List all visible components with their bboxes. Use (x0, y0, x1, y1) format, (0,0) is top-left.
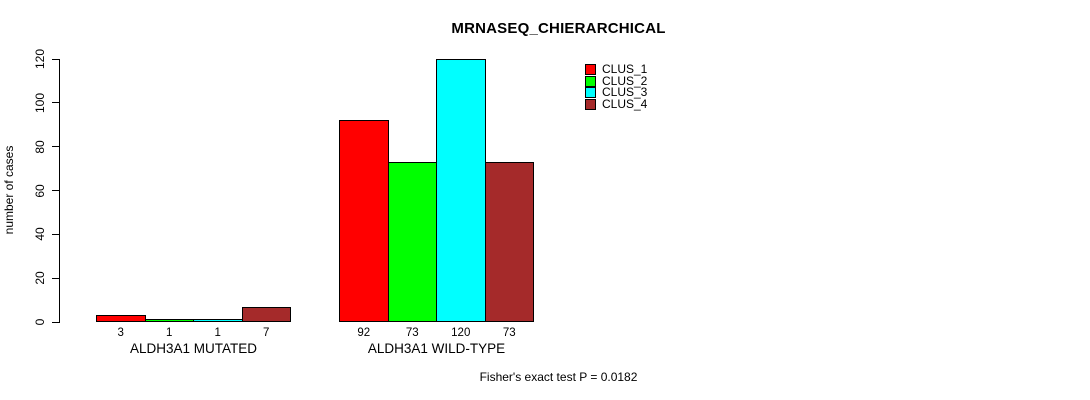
bar-value-label-clus-3-aldh3a1-mutated: 1 (214, 327, 221, 339)
y-tick-label-80: 80 (33, 139, 47, 154)
bar-value-label-clus-4-aldh3a1-wild-type: 73 (502, 327, 516, 339)
bar-clus-2-aldh3a1-mutated (144, 318, 194, 322)
legend-item-clus-3: CLUS_3 (585, 85, 648, 100)
chart-title: MRNASEQ_CHIERARCHICAL (451, 20, 666, 37)
bar-clus-2-aldh3a1-wild-type (387, 162, 437, 322)
bar-clus-1-aldh3a1-wild-type (339, 120, 389, 322)
bar-clus-3-aldh3a1-mutated (193, 318, 243, 322)
y-axis-line (59, 59, 60, 323)
y-tick-80 (52, 146, 59, 148)
y-tick-label-40: 40 (33, 227, 47, 242)
bar-value-label-clus-1-aldh3a1-mutated: 3 (117, 327, 124, 339)
bar-value-label-clus-4-aldh3a1-mutated: 7 (263, 327, 270, 339)
legend-swatch-clus-1 (585, 64, 596, 76)
y-tick-label-60: 60 (33, 183, 47, 198)
bar-value-label-clus-1-aldh3a1-wild-type: 92 (357, 327, 371, 339)
y-tick-20 (52, 277, 59, 279)
bar-clus-1-aldh3a1-mutated (96, 315, 146, 322)
y-tick-0 (52, 321, 59, 323)
legend-label-clus-2: CLUS_2 (602, 73, 648, 88)
y-tick-label-120: 120 (33, 48, 47, 70)
bar-value-label-clus-3-aldh3a1-wild-type: 120 (451, 327, 471, 339)
fisher-test-annotation: Fisher's exact test P = 0.0182 (479, 370, 638, 384)
legend-item-clus-4: CLUS_4 (585, 96, 648, 111)
y-tick-120 (52, 58, 59, 60)
legend-swatch-clus-2 (585, 75, 596, 87)
legend-label-clus-1: CLUS_1 (602, 62, 648, 76)
y-tick-label-100: 100 (33, 92, 47, 113)
y-tick-label-0: 0 (33, 318, 47, 326)
bar-value-label-clus-2-aldh3a1-mutated: 1 (166, 327, 173, 339)
y-tick-40 (52, 233, 59, 235)
bar-value-label-clus-2-aldh3a1-wild-type: 73 (405, 327, 419, 339)
bar-clus-4-aldh3a1-wild-type (484, 162, 534, 322)
y-tick-label-20: 20 (33, 271, 47, 285)
category-label-aldh3a1-wild-type: ALDH3A1 WILD-TYPE (367, 341, 506, 356)
bar-clus-4-aldh3a1-mutated (241, 306, 291, 322)
legend-swatch-clus-3 (585, 87, 596, 99)
y-tick-60 (52, 190, 59, 191)
legend-swatch-clus-4 (585, 99, 596, 111)
legend-label-clus-4: CLUS_4 (602, 96, 648, 111)
y-tick-100 (52, 102, 59, 104)
legend: CLUS_1 CLUS_2 CLUS_3 CLUS_4 (585, 62, 648, 111)
category-label-aldh3a1-mutated: ALDH3A1 MUTATED (129, 341, 258, 356)
legend-item-clus-1: CLUS_1 (585, 62, 648, 76)
legend-item-clus-2: CLUS_2 (585, 73, 648, 88)
bar-clus-3-aldh3a1-wild-type (436, 59, 486, 322)
y-axis-label: number of cases (2, 145, 16, 235)
legend-label-clus-3: CLUS_3 (602, 85, 648, 100)
